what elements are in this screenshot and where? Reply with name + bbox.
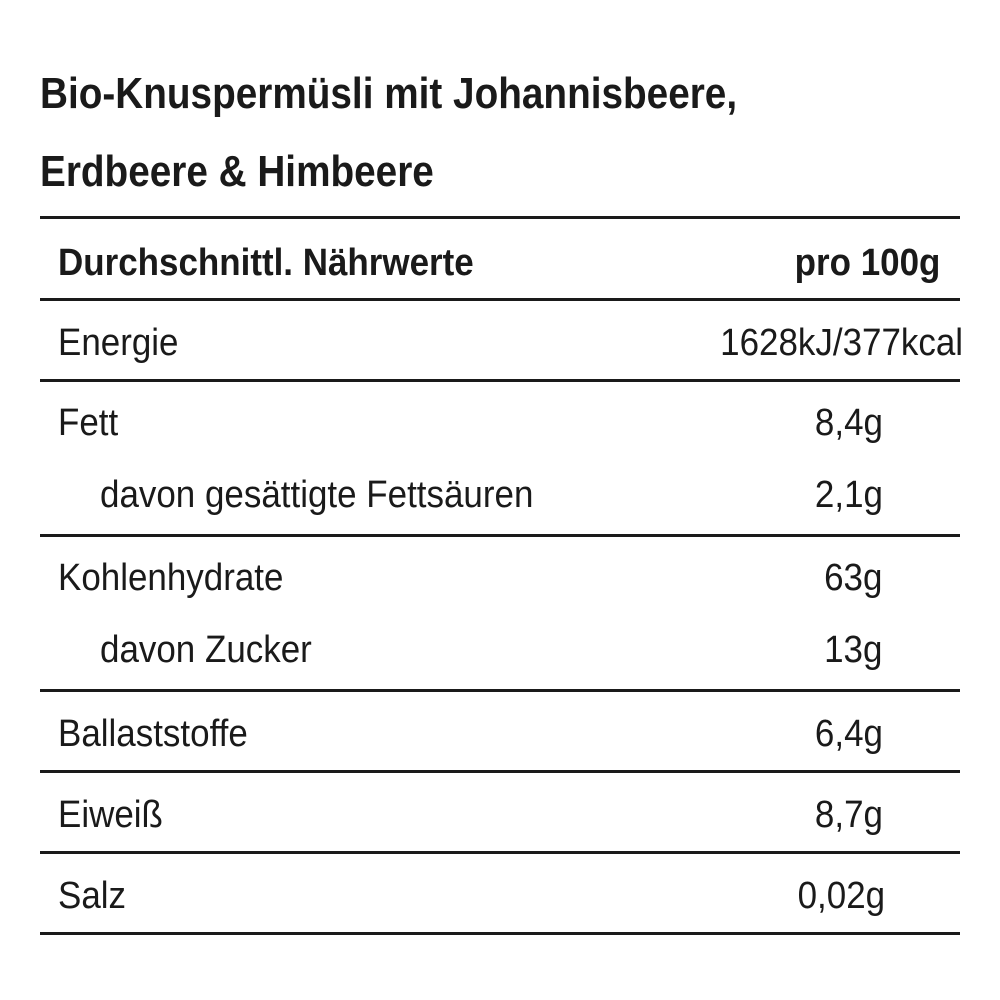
row-label: Eiweiß: [58, 794, 163, 836]
row-value: 2,1g: [814, 474, 883, 516]
row-value: 6,4g: [814, 713, 883, 755]
row-value: 63g: [823, 557, 883, 599]
divider: [40, 379, 960, 382]
row-value: pro 100g: [794, 242, 941, 284]
row-value: 8,4g: [814, 402, 883, 444]
title-line: Erdbeere & Himbeere: [40, 147, 434, 196]
row-value: 8,7g: [814, 794, 883, 836]
row-value: 0,02g: [797, 875, 885, 917]
row-value: 13g: [823, 629, 883, 671]
row-label: Kohlenhydrate: [58, 557, 284, 599]
divider: [40, 216, 960, 219]
row-label: Durchschnittl. Nährwerte: [58, 242, 474, 284]
row-label: davon Zucker: [100, 629, 312, 671]
divider: [40, 298, 960, 301]
row-label: Salz: [58, 875, 127, 917]
row-label: Ballaststoffe: [58, 713, 248, 755]
divider: [40, 851, 960, 854]
row-label: Energie: [58, 322, 179, 364]
title-line: Bio-Knuspermüsli mit Johannisbeere,: [40, 69, 738, 118]
divider: [40, 534, 960, 537]
row-label: davon gesättigte Fettsäuren: [100, 474, 534, 516]
divider: [40, 932, 960, 935]
row-label: Fett: [58, 402, 119, 444]
row-value: 1628kJ/377kcal: [720, 322, 964, 364]
divider: [40, 770, 960, 773]
divider: [40, 689, 960, 692]
